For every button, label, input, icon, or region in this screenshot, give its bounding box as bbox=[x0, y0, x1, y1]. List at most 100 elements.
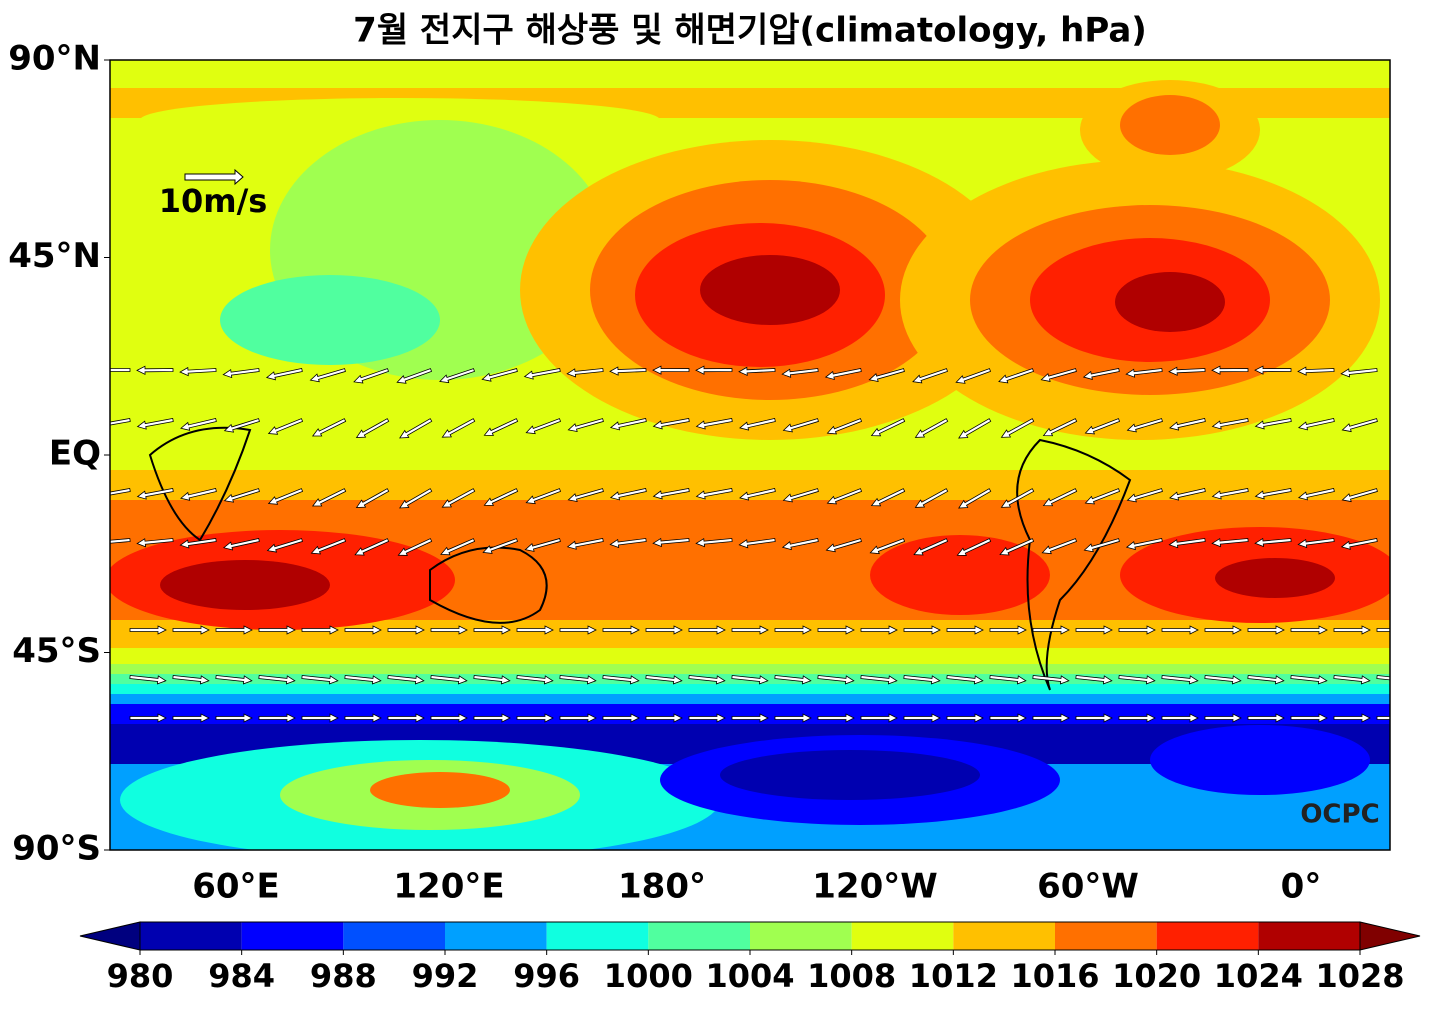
wind-arrow-shape bbox=[1211, 418, 1249, 430]
colorbar-segment bbox=[648, 922, 750, 950]
wind-arrow-shape bbox=[1376, 628, 1390, 632]
wind-arrow-shape bbox=[483, 488, 519, 506]
wind-arrow-shape bbox=[396, 368, 433, 384]
wind-reference-arrow bbox=[184, 168, 244, 186]
wind-arrow bbox=[739, 488, 776, 501]
pressure-contour bbox=[1115, 272, 1225, 332]
colorbar-label: 1020 bbox=[1112, 957, 1201, 995]
wind-arrow bbox=[731, 625, 769, 635]
wind-arrow-shape bbox=[258, 675, 296, 685]
wind-arrow bbox=[301, 713, 339, 723]
wind-arrow-shape bbox=[913, 538, 949, 556]
wind-arrow bbox=[1169, 418, 1206, 431]
wind-arrow bbox=[914, 418, 949, 438]
wind-arrow-shape bbox=[989, 625, 1027, 635]
colorbar-label: 1016 bbox=[1010, 957, 1099, 995]
wind-arrow-shape bbox=[110, 418, 131, 430]
wind-arrow bbox=[998, 368, 1034, 384]
wind-arrow-shape bbox=[1118, 675, 1156, 685]
wind-arrow-shape bbox=[524, 538, 561, 552]
wind-arrow-shape bbox=[223, 488, 260, 503]
wind-arrow-shape bbox=[566, 538, 604, 550]
wind-arrow-shape bbox=[860, 625, 898, 635]
wind-arrow-shape bbox=[731, 675, 769, 685]
wind-arrow-shape bbox=[397, 538, 433, 556]
wind-arrow bbox=[652, 537, 690, 548]
wind-arrow bbox=[774, 713, 812, 723]
wind-arrow bbox=[825, 538, 862, 553]
wind-arrow-shape bbox=[946, 713, 984, 723]
wind-arrow bbox=[222, 538, 260, 551]
wind-arrow-shape bbox=[868, 368, 905, 382]
wind-arrow-shape bbox=[1204, 713, 1242, 723]
wind-arrow-shape bbox=[914, 418, 949, 438]
wind-reference-label: 10m/s bbox=[159, 182, 268, 220]
wind-arrow bbox=[652, 418, 690, 430]
wind-arrow-shape bbox=[1126, 488, 1163, 503]
wind-arrow-shape bbox=[110, 488, 131, 500]
colorbar-label: 988 bbox=[310, 957, 377, 995]
wind-arrow bbox=[903, 713, 941, 723]
wind-arrow bbox=[110, 537, 131, 548]
wind-arrow-shape bbox=[1168, 366, 1206, 376]
wind-arrow bbox=[266, 538, 303, 553]
wind-arrow-shape bbox=[652, 365, 690, 375]
wind-arrow bbox=[1333, 713, 1371, 723]
wind-arrow bbox=[955, 368, 992, 384]
wind-arrow bbox=[215, 675, 253, 685]
wind-arrow-shape bbox=[826, 418, 863, 435]
wind-arrow bbox=[566, 368, 604, 378]
colorbar-segment bbox=[750, 922, 852, 950]
wind-arrow-shape bbox=[860, 713, 898, 723]
wind-arrow-shape bbox=[824, 368, 862, 381]
wind-arrow bbox=[483, 488, 519, 506]
wind-arrow bbox=[870, 418, 906, 437]
wind-arrow-shape bbox=[914, 488, 949, 508]
wind-arrow-shape bbox=[1000, 488, 1035, 508]
wind-arrow-shape bbox=[1376, 675, 1390, 685]
wind-arrow bbox=[136, 488, 174, 500]
wind-arrow bbox=[738, 538, 776, 549]
wind-arrow bbox=[172, 625, 210, 635]
wind-arrow-shape bbox=[481, 368, 518, 382]
pressure-contour bbox=[220, 275, 440, 365]
wind-arrow bbox=[110, 488, 131, 500]
wind-arrow bbox=[1040, 368, 1077, 382]
wind-arrow bbox=[172, 713, 210, 723]
wind-arrow-shape bbox=[602, 675, 640, 685]
wind-arrow-shape bbox=[258, 713, 296, 723]
colorbar-label: 996 bbox=[513, 957, 580, 995]
wind-arrow bbox=[525, 488, 562, 505]
wind-arrow-shape bbox=[1333, 675, 1371, 685]
wind-arrow bbox=[523, 368, 561, 380]
colorbar-label: 1004 bbox=[705, 957, 794, 995]
wind-arrow-shape bbox=[739, 418, 776, 431]
wind-arrow bbox=[870, 488, 906, 507]
wind-arrow bbox=[179, 538, 217, 549]
wind-arrow bbox=[1333, 675, 1371, 685]
wind-arrow-shape bbox=[1032, 713, 1070, 723]
wind-arrow bbox=[782, 488, 819, 503]
wind-arrow bbox=[1211, 537, 1249, 548]
wind-arrow bbox=[473, 675, 511, 685]
wind-arrow-shape bbox=[1247, 713, 1285, 723]
wind-arrow-shape bbox=[602, 625, 640, 635]
wind-arrow bbox=[136, 538, 174, 548]
wind-arrow-shape bbox=[1341, 418, 1378, 433]
wind-arrow bbox=[387, 713, 425, 723]
wind-arrow bbox=[695, 418, 733, 430]
wind-arrow-shape bbox=[731, 625, 769, 635]
wind-arrow-shape bbox=[912, 368, 948, 384]
wind-arrow bbox=[1075, 625, 1113, 635]
colorbar-label: 980 bbox=[107, 957, 174, 995]
wind-arrow-shape bbox=[129, 675, 167, 685]
wind-arrow bbox=[609, 488, 647, 501]
colorbar-segment bbox=[343, 922, 445, 950]
wind-arrow bbox=[609, 538, 647, 549]
wind-arrow bbox=[602, 625, 640, 635]
wind-arrow-shape bbox=[869, 538, 906, 555]
colorbar-label: 1008 bbox=[807, 957, 896, 995]
wind-arrow-shape bbox=[1161, 625, 1199, 635]
wind-arrow-shape bbox=[870, 418, 906, 437]
colorbar-segment bbox=[1258, 922, 1360, 950]
